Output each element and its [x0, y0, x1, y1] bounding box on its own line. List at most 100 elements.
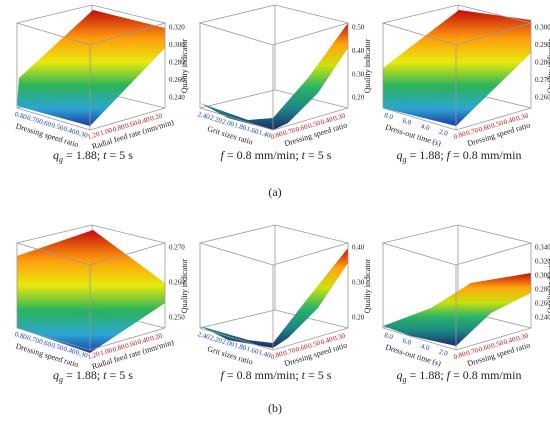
box-top [381, 224, 533, 266]
z-tick-label: 0.300 [535, 24, 550, 32]
left-tick-label: 4.0 [420, 122, 431, 132]
left-tick-label: 2.20 [209, 334, 224, 345]
right-tick-label: 1.20 [87, 130, 102, 141]
z-tick-label: 0.260 [535, 300, 550, 308]
right-tick-label: 0.60 [478, 342, 493, 353]
z-tick-label: 0.30 [352, 70, 365, 78]
caption-part: q [397, 368, 403, 382]
box-back [199, 309, 349, 329]
caption: qg = 1.88; f = 0.8 mm/min [397, 368, 522, 385]
z-tick-label: 0.320 [169, 24, 185, 32]
caption-part: t [103, 148, 107, 162]
right-tick-label: 0.30 [332, 111, 347, 122]
z-tick-label: 0.290 [535, 41, 550, 49]
caption-part: = 0.8 mm/min; [224, 148, 302, 162]
right-tick-label: 0.30 [515, 111, 530, 122]
caption-part: = 0.8 mm/min [450, 148, 521, 162]
row-label: (a) [268, 185, 281, 199]
box-back [199, 89, 349, 109]
right-tick-label: 0.50 [490, 339, 505, 350]
right-tick-label: 0.40 [320, 335, 335, 346]
right-tick-label: 0.70 [465, 346, 480, 357]
caption-part: f [221, 148, 226, 162]
left-tick-label: 0.70 [26, 114, 41, 125]
right-tick-label: 0.20 [149, 111, 164, 122]
right-tick-label: 0.50 [490, 119, 505, 130]
caption-part: = 5 s [107, 148, 134, 162]
right-tick-label: 0.50 [307, 119, 322, 130]
right-tick-label: 1.20 [87, 350, 102, 361]
left-tick-label: 0.80 [14, 330, 29, 341]
caption-part: = 1.88; [407, 148, 447, 162]
surface [17, 10, 165, 126]
left-tick-label: 1.40 [258, 128, 273, 139]
z-tick-label: 0.260 [535, 94, 550, 102]
right-tick-label: 0.60 [295, 122, 310, 133]
left-tick-label: 0.60 [38, 117, 53, 128]
caption-part: t [302, 368, 306, 382]
z-axis-label: Quality indicator [546, 38, 550, 93]
caption-part: t [103, 368, 107, 382]
z-tick-label: 0.280 [535, 59, 550, 67]
caption: qg = 1.88; t = 5 s [53, 368, 133, 385]
left-tick-label: 8.0 [383, 331, 394, 341]
left-tick-label: 0.70 [26, 334, 41, 345]
left-tick-label: 1.80 [233, 341, 248, 352]
box-top [198, 4, 350, 46]
z-tick-label: 0.260 [169, 76, 185, 84]
right-tick-label: 0.60 [295, 342, 310, 353]
z-tick-label: 0.300 [169, 41, 185, 49]
left-tick-label: 2.20 [209, 114, 224, 125]
left-tick-label: 2.00 [221, 337, 236, 348]
right-tick-label: 0.40 [503, 335, 518, 346]
right-tick-label: 0.60 [124, 119, 139, 130]
z-axis-label: Quality indicator [180, 258, 189, 313]
surface [17, 230, 165, 353]
z-tick-label: 0.40 [352, 47, 365, 55]
caption-part: = 5 s [305, 148, 332, 162]
caption-part: = 1.88; [63, 148, 103, 162]
right-tick-label: 1.00 [99, 346, 114, 357]
left-tick-label: 1.60 [245, 345, 260, 356]
left-tick-label: 8.0 [383, 111, 394, 121]
caption-part: q [53, 148, 59, 162]
left-tick-label: 2.0 [438, 348, 449, 358]
right-tick-label: 0.80 [453, 130, 468, 141]
left-tick-label: 0.40 [62, 345, 77, 356]
right-tick-label: 0.30 [515, 331, 530, 342]
left-tick-label: 6.0 [401, 117, 412, 127]
z-axis-label: Quality indicator [180, 38, 189, 93]
left-tick-label: 2.40 [197, 110, 212, 121]
right-tick-label: 0.60 [124, 339, 139, 350]
row-label: (b) [268, 401, 282, 415]
z-tick-label: 0.20 [352, 314, 365, 322]
left-tick-label: 0.80 [14, 110, 29, 121]
right-tick-label: 0.40 [137, 115, 152, 126]
caption-part: g [403, 375, 407, 384]
z-tick-label: 0.250 [169, 314, 185, 322]
surface [383, 273, 531, 346]
z-tick-label: 0.30 [352, 279, 365, 287]
z-tick-label: 0.50 [352, 24, 365, 32]
caption: qg = 1.88; t = 5 s [53, 148, 133, 165]
right-tick-label: 0.50 [307, 339, 322, 350]
caption-part: = 1.88; [63, 368, 103, 382]
caption-part: f [447, 368, 452, 382]
right-tick-label: 0.30 [332, 331, 347, 342]
left-axis-label: Dress-out time (s) [384, 343, 442, 369]
caption-part: = 5 s [305, 368, 332, 382]
right-tick-label: 0.80 [270, 350, 285, 361]
right-tick-label: 0.80 [112, 342, 127, 353]
caption-part: = 5 s [107, 368, 134, 382]
left-tick-label: 4.0 [420, 342, 431, 352]
left-axis-label: Dress-out time (s) [384, 123, 442, 149]
left-tick-label: 1.60 [245, 125, 260, 136]
surface [383, 10, 531, 126]
z-axis-label: Quality indicator [363, 258, 372, 313]
right-tick-label: 0.60 [478, 122, 493, 133]
left-tick-label: 0.50 [50, 341, 65, 352]
right-tick-label: 0.40 [137, 335, 152, 346]
z-tick-label: 0.240 [169, 94, 185, 102]
